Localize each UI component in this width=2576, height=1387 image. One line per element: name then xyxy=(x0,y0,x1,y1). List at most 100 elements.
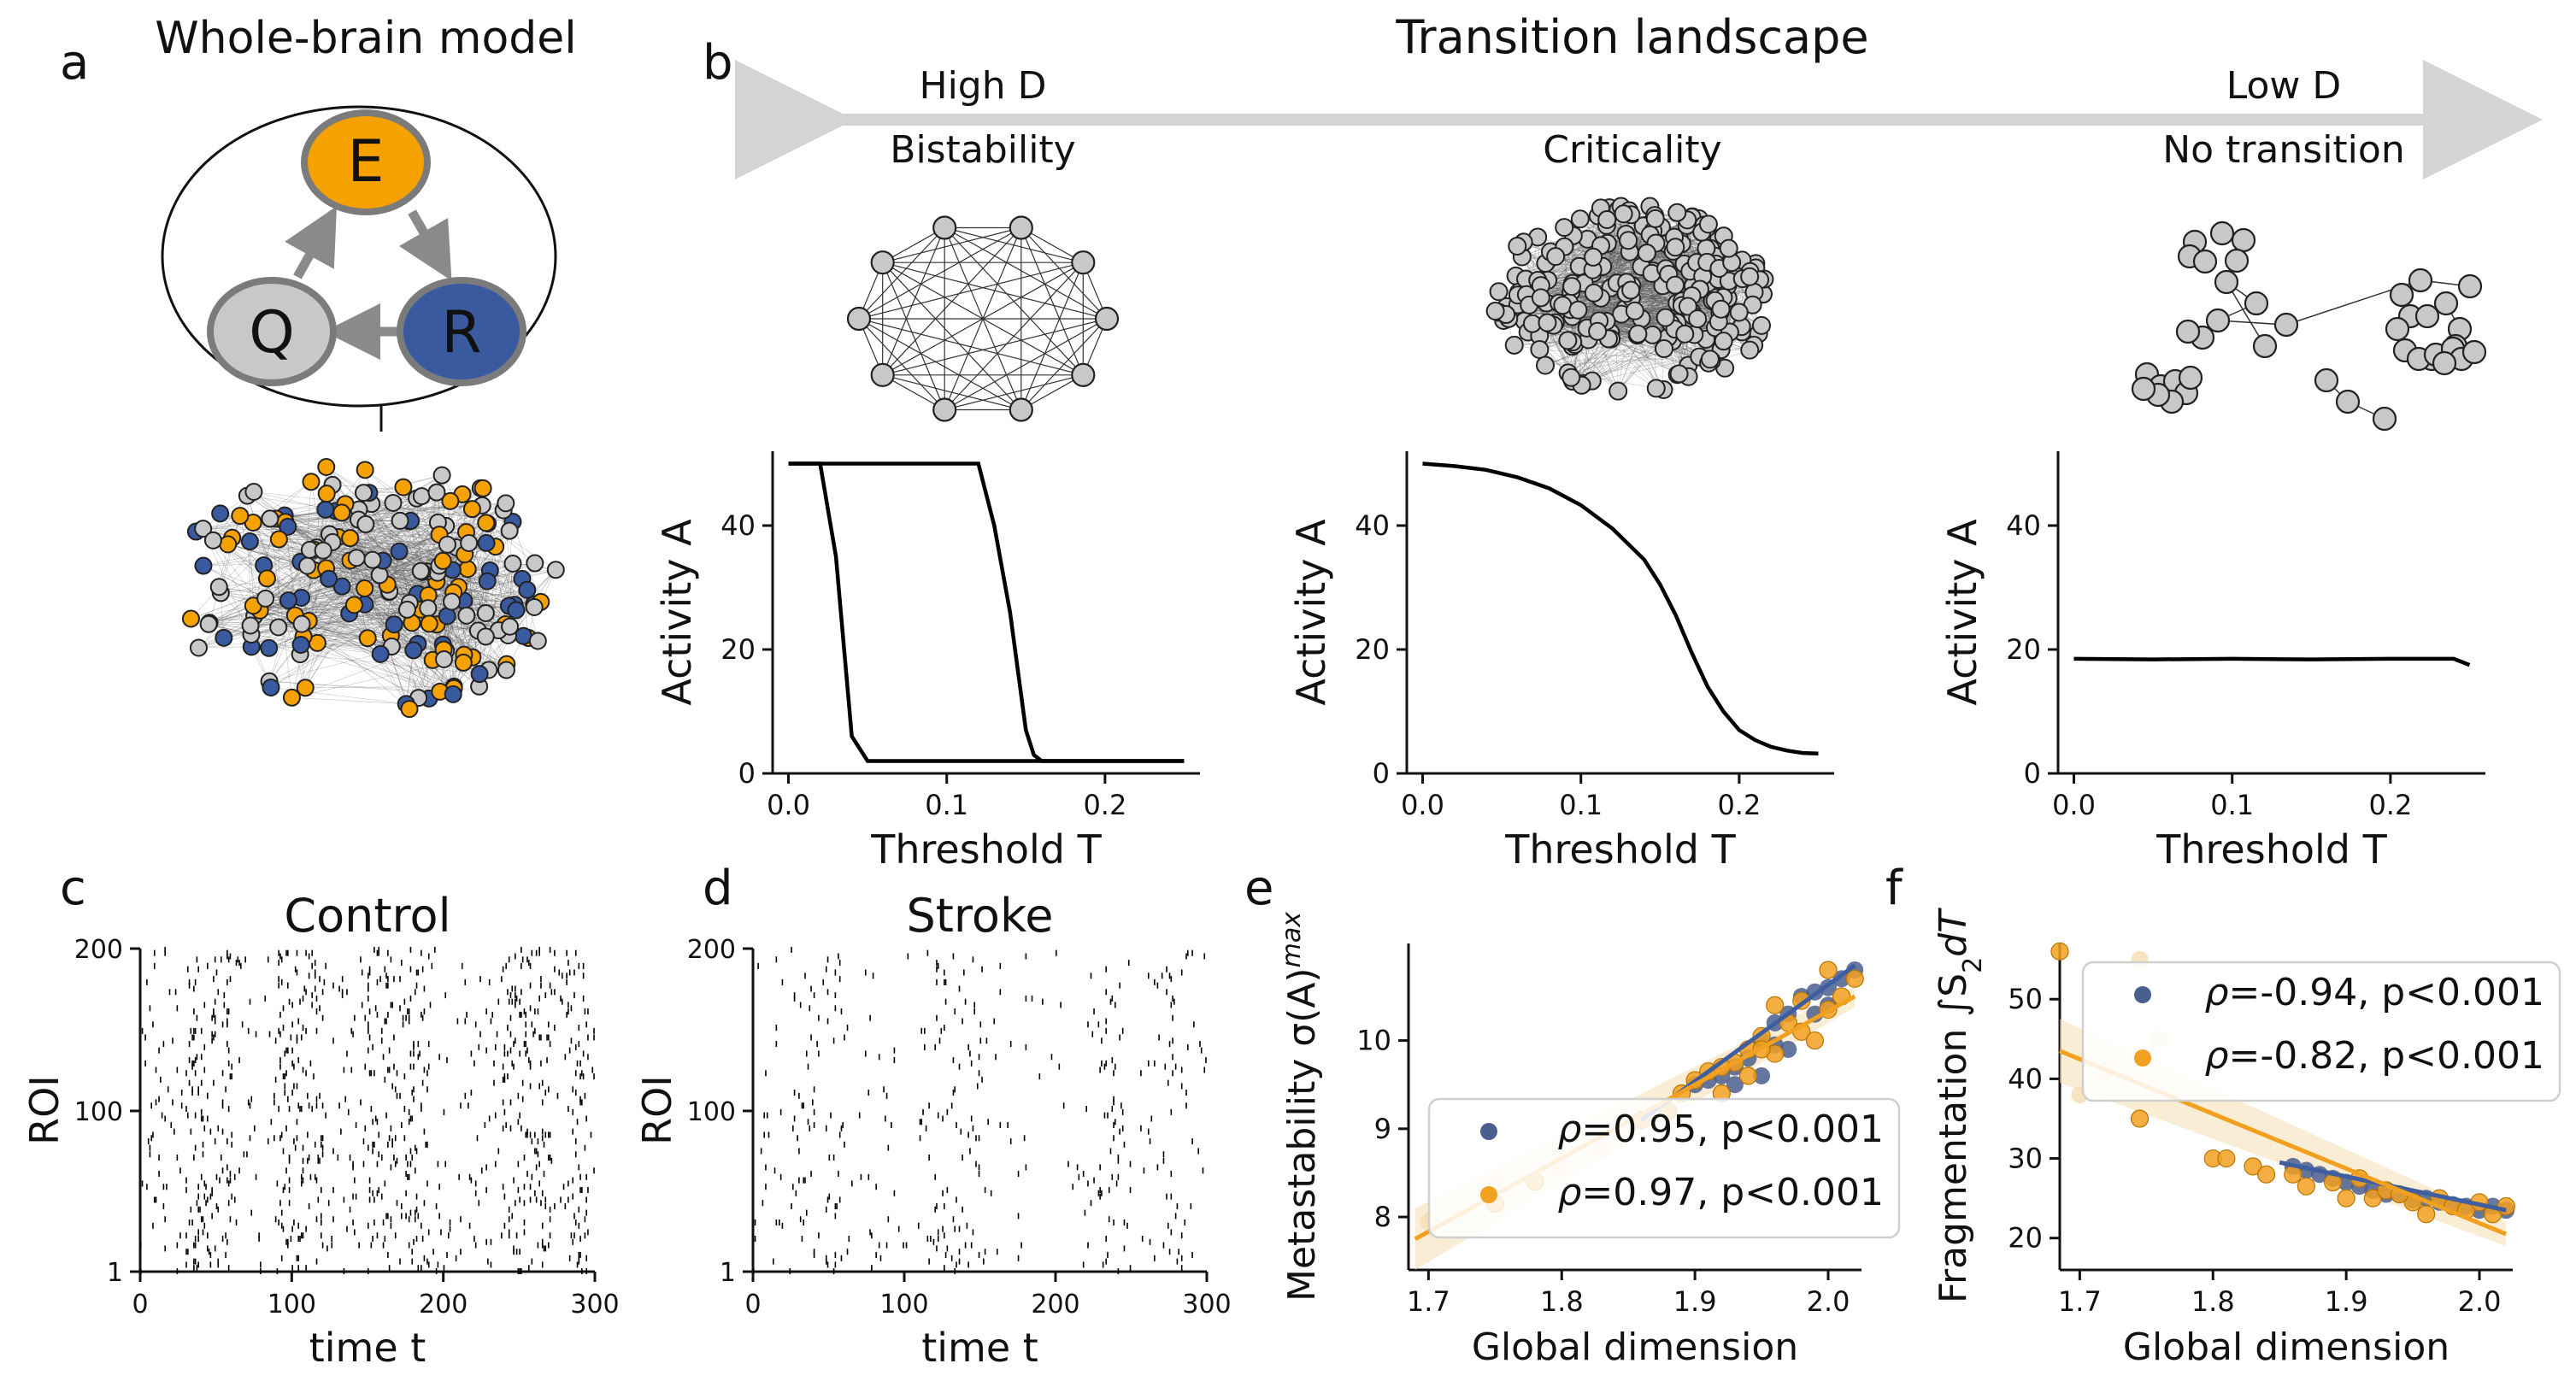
spike xyxy=(202,1151,204,1158)
network-node xyxy=(1584,283,1603,303)
spike xyxy=(255,1031,257,1037)
spike xyxy=(538,995,540,1002)
spike xyxy=(585,1255,587,1261)
spike xyxy=(503,1043,506,1050)
y-tick-label: 200 xyxy=(687,935,736,965)
spike xyxy=(270,1119,273,1125)
legend-box xyxy=(2081,961,2561,1102)
spike xyxy=(920,1027,923,1034)
spike xyxy=(548,1242,550,1249)
spike xyxy=(1180,1255,1183,1261)
spike xyxy=(427,1063,430,1070)
spike xyxy=(279,1200,281,1207)
network-node xyxy=(397,600,416,619)
spike xyxy=(1058,1063,1061,1070)
spike xyxy=(840,1008,843,1015)
spike xyxy=(978,1171,980,1178)
spike xyxy=(155,1099,157,1106)
spike xyxy=(1199,1041,1201,1048)
spike xyxy=(891,1122,892,1129)
spike xyxy=(179,1232,181,1239)
spike xyxy=(1154,979,1156,985)
spike xyxy=(411,1249,414,1255)
spike xyxy=(285,1167,287,1174)
spike xyxy=(338,985,340,992)
spike xyxy=(221,1167,224,1174)
network-edge xyxy=(350,538,410,709)
network-edge xyxy=(300,654,480,674)
spike xyxy=(805,1209,808,1216)
spike xyxy=(417,1265,420,1272)
spike xyxy=(193,1027,195,1034)
spike xyxy=(503,1193,506,1200)
network-edge xyxy=(213,495,248,541)
spike xyxy=(970,1242,973,1249)
network-node xyxy=(528,632,547,650)
spike xyxy=(274,1037,277,1044)
spike xyxy=(193,1034,195,1041)
spike xyxy=(501,1232,503,1239)
spike xyxy=(838,960,841,967)
x-tick-label: 0.1 xyxy=(2210,789,2254,821)
spike xyxy=(174,989,177,996)
spike xyxy=(958,1063,961,1070)
spike xyxy=(223,1002,226,1008)
spike xyxy=(231,1131,232,1138)
spike xyxy=(1170,1002,1173,1008)
chart-title: Control xyxy=(284,889,450,943)
panel-label-c: c xyxy=(60,861,86,916)
spike xyxy=(149,1144,151,1151)
y-tick-label: 30 xyxy=(2008,1143,2043,1175)
network-node xyxy=(1698,215,1718,234)
spike xyxy=(313,1073,315,1080)
spike xyxy=(279,1063,281,1070)
y-label-tail: dT xyxy=(1932,908,1975,957)
network-edge xyxy=(439,603,534,692)
spike xyxy=(411,1090,414,1096)
network-edge xyxy=(379,574,509,607)
network-node xyxy=(1719,238,1738,258)
spike xyxy=(544,992,547,999)
network-node xyxy=(1071,250,1096,275)
spike xyxy=(373,1141,375,1148)
spike xyxy=(321,1144,324,1151)
spike xyxy=(960,1128,962,1135)
spike xyxy=(813,1122,815,1129)
spike xyxy=(885,1092,888,1099)
spike xyxy=(221,1128,224,1135)
network-node xyxy=(317,485,336,503)
spike xyxy=(541,1128,544,1135)
spike xyxy=(838,1171,839,1178)
network-node xyxy=(384,493,403,512)
spike xyxy=(200,1108,203,1115)
network-node xyxy=(363,550,382,569)
network-node xyxy=(370,566,389,585)
spike xyxy=(390,1002,392,1008)
spike xyxy=(368,995,369,1002)
network-node xyxy=(1568,300,1588,320)
spike xyxy=(408,1018,410,1025)
spike xyxy=(155,1067,157,1073)
spike xyxy=(860,1173,862,1180)
network-edge xyxy=(329,533,395,625)
x-axis-label: Global dimension xyxy=(1472,1325,1798,1369)
network-edge xyxy=(858,318,1084,376)
spike xyxy=(393,1034,395,1041)
spike xyxy=(1099,1187,1101,1194)
spike xyxy=(264,995,267,1002)
spike xyxy=(1113,1122,1115,1129)
spike xyxy=(579,1252,581,1259)
spike xyxy=(593,1027,595,1034)
spike xyxy=(1147,1128,1150,1135)
spike xyxy=(415,1236,418,1243)
spike xyxy=(579,1060,581,1067)
spike xyxy=(372,1148,373,1155)
spike xyxy=(1180,1083,1183,1090)
spike xyxy=(1111,995,1114,1002)
scatter-point xyxy=(2363,1189,2382,1208)
spike xyxy=(372,1043,373,1050)
network-node xyxy=(419,599,438,618)
spike xyxy=(409,1115,412,1122)
spike xyxy=(1105,1027,1108,1034)
